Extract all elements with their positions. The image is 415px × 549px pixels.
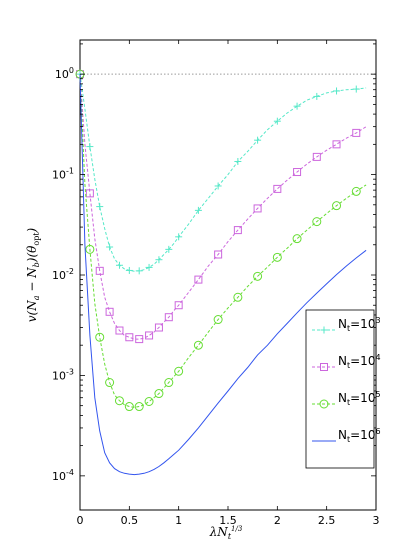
series-3-point bbox=[213, 315, 223, 325]
legend-label-3: Nt=105 bbox=[338, 390, 381, 407]
series-3-point bbox=[253, 271, 263, 281]
series-2-point bbox=[125, 333, 134, 342]
series-1-point bbox=[352, 85, 360, 93]
series-2-point bbox=[253, 204, 262, 213]
x-axis-title: λNt1/3 bbox=[209, 525, 243, 541]
x-axis-ticks: 0 0.5 1 1.5 2 2.5 3 bbox=[77, 40, 380, 527]
series-3-point bbox=[272, 252, 282, 262]
series-3-point bbox=[134, 402, 144, 412]
series-3-point bbox=[174, 366, 184, 376]
series-line-4 bbox=[79, 74, 367, 476]
series-2-point bbox=[312, 152, 321, 161]
series-3-point bbox=[193, 340, 203, 350]
x-tick-label: 2 bbox=[274, 514, 281, 527]
y-tick-label: 10-4 bbox=[52, 468, 74, 483]
y-axis-title: v(Na − Nb)(θopt) bbox=[25, 227, 41, 322]
y-tick-label: 10-2 bbox=[52, 267, 74, 282]
x-tick-label: 2.5 bbox=[318, 514, 336, 527]
series-2-point bbox=[135, 335, 144, 344]
series-3-point bbox=[85, 244, 95, 254]
series-line-2 bbox=[79, 74, 367, 340]
x-tick-label: 1.5 bbox=[219, 514, 237, 527]
series-3-point bbox=[95, 332, 105, 342]
series-3-point bbox=[114, 396, 124, 406]
series-3-point bbox=[312, 217, 322, 227]
series-3-point bbox=[351, 186, 361, 196]
series-1-point bbox=[145, 263, 153, 271]
legend-box bbox=[305, 309, 375, 469]
legend-marker-2 bbox=[320, 363, 328, 371]
series-3-point bbox=[105, 378, 115, 388]
series-2-point bbox=[95, 266, 104, 275]
legend-marker-3 bbox=[319, 399, 329, 409]
series-3-point bbox=[292, 234, 302, 244]
series-2-point bbox=[293, 168, 302, 177]
series-1-point bbox=[155, 256, 163, 264]
series-1-point bbox=[135, 267, 143, 275]
series-2-point bbox=[214, 250, 223, 259]
series-2-point bbox=[145, 331, 154, 340]
series-2-point bbox=[154, 323, 163, 332]
x-tick-label: 0.5 bbox=[121, 514, 139, 527]
x-tick-label: 3 bbox=[373, 514, 380, 527]
x-tick-label: 1 bbox=[175, 514, 182, 527]
series-3-point bbox=[164, 378, 174, 388]
series-1-point bbox=[96, 203, 104, 211]
legend-marker-1 bbox=[320, 326, 328, 334]
series-2-point bbox=[233, 226, 242, 235]
series-1-point bbox=[214, 182, 222, 190]
series-1-point bbox=[313, 92, 321, 100]
series-2-point bbox=[174, 301, 183, 310]
legend-label-1: Nt=103 bbox=[338, 316, 381, 333]
plot-area bbox=[75, 39, 377, 511]
series-1-point bbox=[234, 157, 242, 165]
series-2-point bbox=[85, 189, 94, 198]
series-3-point bbox=[144, 397, 154, 407]
series-3-point bbox=[233, 292, 243, 302]
legend-label-2: Nt=104 bbox=[338, 353, 381, 370]
series-2-point bbox=[164, 313, 173, 322]
x-tick-label: 0 bbox=[77, 514, 84, 527]
legend-label-4: Nt=106 bbox=[338, 427, 381, 444]
series-line-1 bbox=[79, 74, 367, 272]
series-2-point bbox=[115, 326, 124, 335]
series-1-point bbox=[333, 87, 341, 95]
series-2-point bbox=[352, 128, 361, 137]
legend: Nt=103 Nt=104 Nt=105 Nt=106 bbox=[305, 309, 381, 469]
series-3-point bbox=[124, 402, 134, 412]
series-2-point bbox=[194, 275, 203, 284]
series-2-point bbox=[332, 140, 341, 149]
series-1-point bbox=[106, 243, 114, 251]
series-1-point bbox=[165, 245, 173, 253]
y-tick-label: 100 bbox=[55, 66, 74, 81]
series-1-point bbox=[293, 102, 301, 110]
series-3-point bbox=[332, 201, 342, 211]
series-2-point bbox=[273, 184, 282, 193]
series-3-point bbox=[154, 389, 164, 399]
series-1-point bbox=[194, 206, 202, 214]
series-1-point bbox=[115, 261, 123, 269]
series-1-point bbox=[254, 136, 262, 144]
series-1-point bbox=[125, 266, 133, 274]
y-tick-label: 10-3 bbox=[52, 367, 74, 382]
series-1-point bbox=[86, 143, 94, 151]
y-tick-label: 10-1 bbox=[52, 167, 74, 182]
series-1-point bbox=[273, 117, 281, 125]
series-1-point bbox=[175, 233, 183, 241]
series-2-point bbox=[105, 307, 114, 316]
